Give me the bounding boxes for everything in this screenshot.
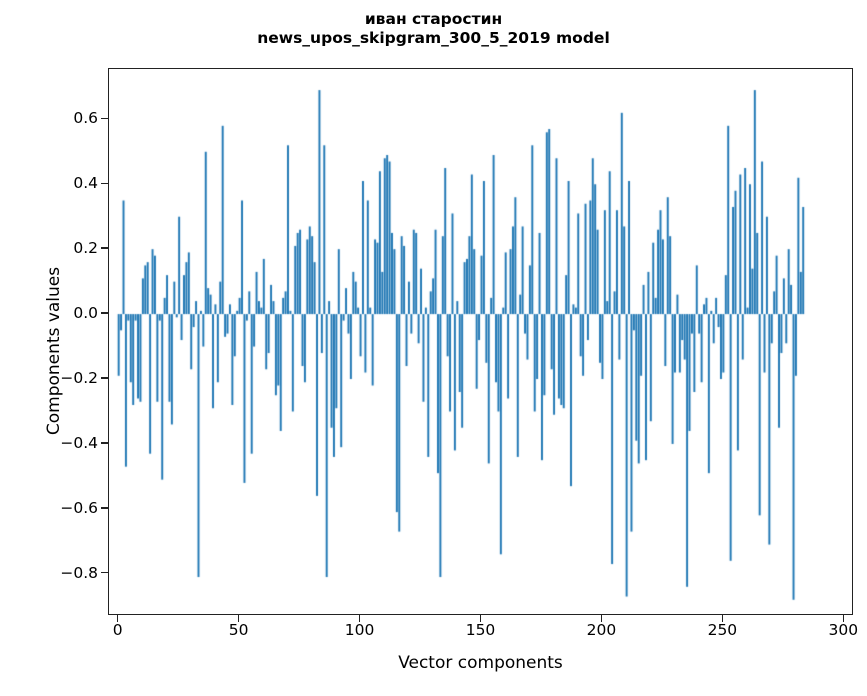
y-tick-label: 0.4 — [73, 174, 98, 193]
y-tick-label: 0.6 — [73, 109, 98, 128]
x-tick-label: 0 — [112, 621, 123, 639]
x-tick-mark — [842, 615, 844, 622]
y-tick-mark — [101, 572, 108, 574]
chart-title-line-2: news_upos_skipgram_300_5_2019 model — [257, 29, 610, 48]
y-tick-mark — [101, 377, 108, 379]
x-tick-label: 50 — [228, 621, 249, 639]
x-tick-label: 250 — [707, 621, 738, 639]
x-axis-label: Vector components — [398, 653, 563, 673]
y-tick-mark — [101, 117, 108, 119]
x-tick-label: 100 — [344, 621, 375, 639]
y-tick-mark — [101, 312, 108, 314]
y-tick-mark — [101, 182, 108, 184]
y-tick-mark — [101, 507, 108, 509]
x-tick-mark — [358, 615, 361, 622]
y-tick-label: −0.4 — [60, 433, 98, 452]
y-tick-label: 0.0 — [73, 304, 98, 323]
x-tick-mark — [479, 615, 482, 622]
y-tick-mark — [101, 247, 108, 249]
x-axis-tick-labels: 0 50 100 150 200 250 300 — [0, 621, 867, 647]
y-axis-tick-labels: 0.6 0.4 0.2 0.0 −0.2 −0.4 −0.6 −0.8 — [0, 0, 98, 696]
y-tick-label: −0.2 — [60, 369, 98, 388]
x-tick-mark — [116, 615, 119, 622]
x-tick-label: 300 — [828, 621, 859, 639]
x-tick-label: 200 — [586, 621, 617, 639]
x-tick-label: 150 — [465, 621, 496, 639]
y-tick-label: −0.8 — [60, 563, 98, 582]
chart-title: иван старостин news_upos_skipgram_300_5_… — [0, 10, 867, 49]
x-tick-mark — [237, 615, 240, 622]
plot-area — [108, 68, 853, 615]
y-tick-label: −0.6 — [60, 498, 98, 517]
chart-title-line-1: иван старостин — [364, 10, 503, 28]
bar-series-canvas — [109, 69, 852, 614]
x-tick-mark — [721, 615, 724, 622]
x-tick-mark — [600, 615, 603, 622]
y-axis-label: Components values — [44, 266, 64, 436]
y-tick-mark — [101, 442, 108, 444]
y-tick-label: 0.2 — [73, 239, 98, 258]
